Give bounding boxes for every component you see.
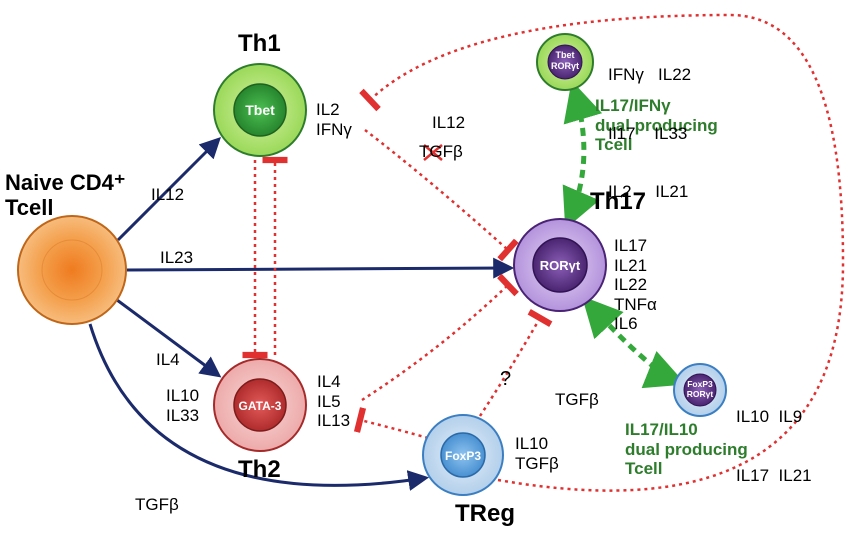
th17-cell: RORγt bbox=[514, 219, 606, 311]
label-il12-diff: IL12 bbox=[151, 185, 184, 205]
th2-cell: GATA-3 bbox=[214, 359, 306, 451]
label-tgfb-diff: TGFβ bbox=[135, 495, 179, 515]
dualifng-tf-bot: RORγt bbox=[551, 61, 579, 71]
naive-to-th17 bbox=[127, 268, 510, 270]
th2-cytokines-left: IL10 IL33 bbox=[166, 386, 199, 425]
treg-inhibits-th2 bbox=[360, 420, 428, 438]
naive-title: Naive CD4⁺ Tcell bbox=[5, 170, 125, 221]
dualifng-tf-top: Tbet bbox=[556, 50, 575, 60]
dualil10-cytokines: IL10 IL9 IL17 IL21 bbox=[736, 368, 812, 505]
label-tgfb-crossed: TGFβ bbox=[419, 142, 463, 162]
th2-tf-label: GATA-3 bbox=[239, 399, 282, 413]
treg-tf-label: FoxP3 bbox=[445, 449, 481, 463]
label-il4-diff: IL4 bbox=[156, 350, 180, 370]
label-question: ? bbox=[500, 368, 511, 391]
naive-cd4-tcell bbox=[18, 216, 126, 324]
dualil10-title: IL17/IL10 dual producing Tcell bbox=[625, 420, 748, 479]
treg-title: TReg bbox=[455, 500, 515, 528]
treg-cytokines: IL10 TGFβ bbox=[515, 434, 559, 473]
treg-cell: FoxP3 bbox=[423, 415, 503, 495]
th17-tf-label: RORγt bbox=[540, 258, 581, 273]
dualil10-tf-top: FoxP3 bbox=[687, 379, 713, 389]
th1-tf-label: Tbet bbox=[245, 102, 275, 118]
label-tgfb-plast2: TGFβ bbox=[555, 390, 599, 410]
th2-cytokines-right: IL4 IL5 IL13 bbox=[317, 372, 350, 431]
treg-inhibits-th17 bbox=[480, 318, 540, 416]
th1-cell: Tbet bbox=[214, 64, 306, 156]
il17-ifng-dual-cell: Tbet RORγt bbox=[537, 34, 593, 90]
th2-title: Th2 bbox=[238, 456, 281, 484]
dualil10-tf-bot: RORγt bbox=[687, 389, 714, 399]
label-il23-diff: IL23 bbox=[160, 248, 193, 268]
th1-cytokines: IL2 IFNγ bbox=[316, 100, 352, 139]
th17-dualifng-plasticity bbox=[570, 92, 584, 218]
dualifng-cytokines: IFNγ IL22 Il17 IL33 IL2 IL21 bbox=[608, 26, 691, 221]
th17-cytokines: IL17 IL21 IL22 TNFα IL6 bbox=[614, 236, 657, 334]
th1-title: Th1 bbox=[238, 30, 281, 58]
il17-il10-dual-cell: FoxP3 RORγt bbox=[674, 364, 726, 416]
label-il12-plast: IL12 bbox=[432, 113, 465, 133]
th2-inhibits-th17 bbox=[362, 285, 508, 400]
